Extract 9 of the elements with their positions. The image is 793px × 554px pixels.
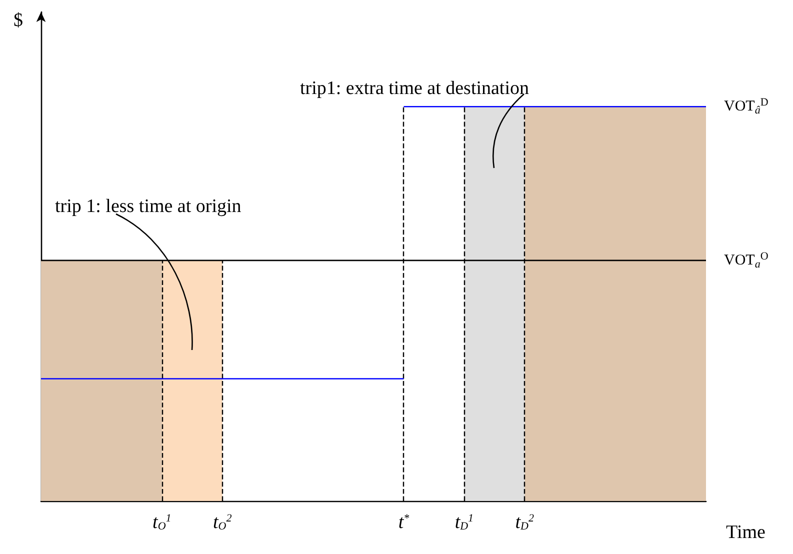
x-axis-title: Time <box>726 522 766 543</box>
x-tick-label: tD2 <box>515 512 534 533</box>
text: trip1: extra time at destination <box>300 78 530 99</box>
x-tick-label: t* <box>398 512 410 533</box>
annotation: trip 1: less time at origin <box>55 196 242 217</box>
x-tick-label: tO2 <box>213 512 232 533</box>
x-tick-label: tD1 <box>454 512 474 533</box>
y-axis-title: $ <box>14 10 23 31</box>
x-tick-label: tO1 <box>152 512 172 533</box>
